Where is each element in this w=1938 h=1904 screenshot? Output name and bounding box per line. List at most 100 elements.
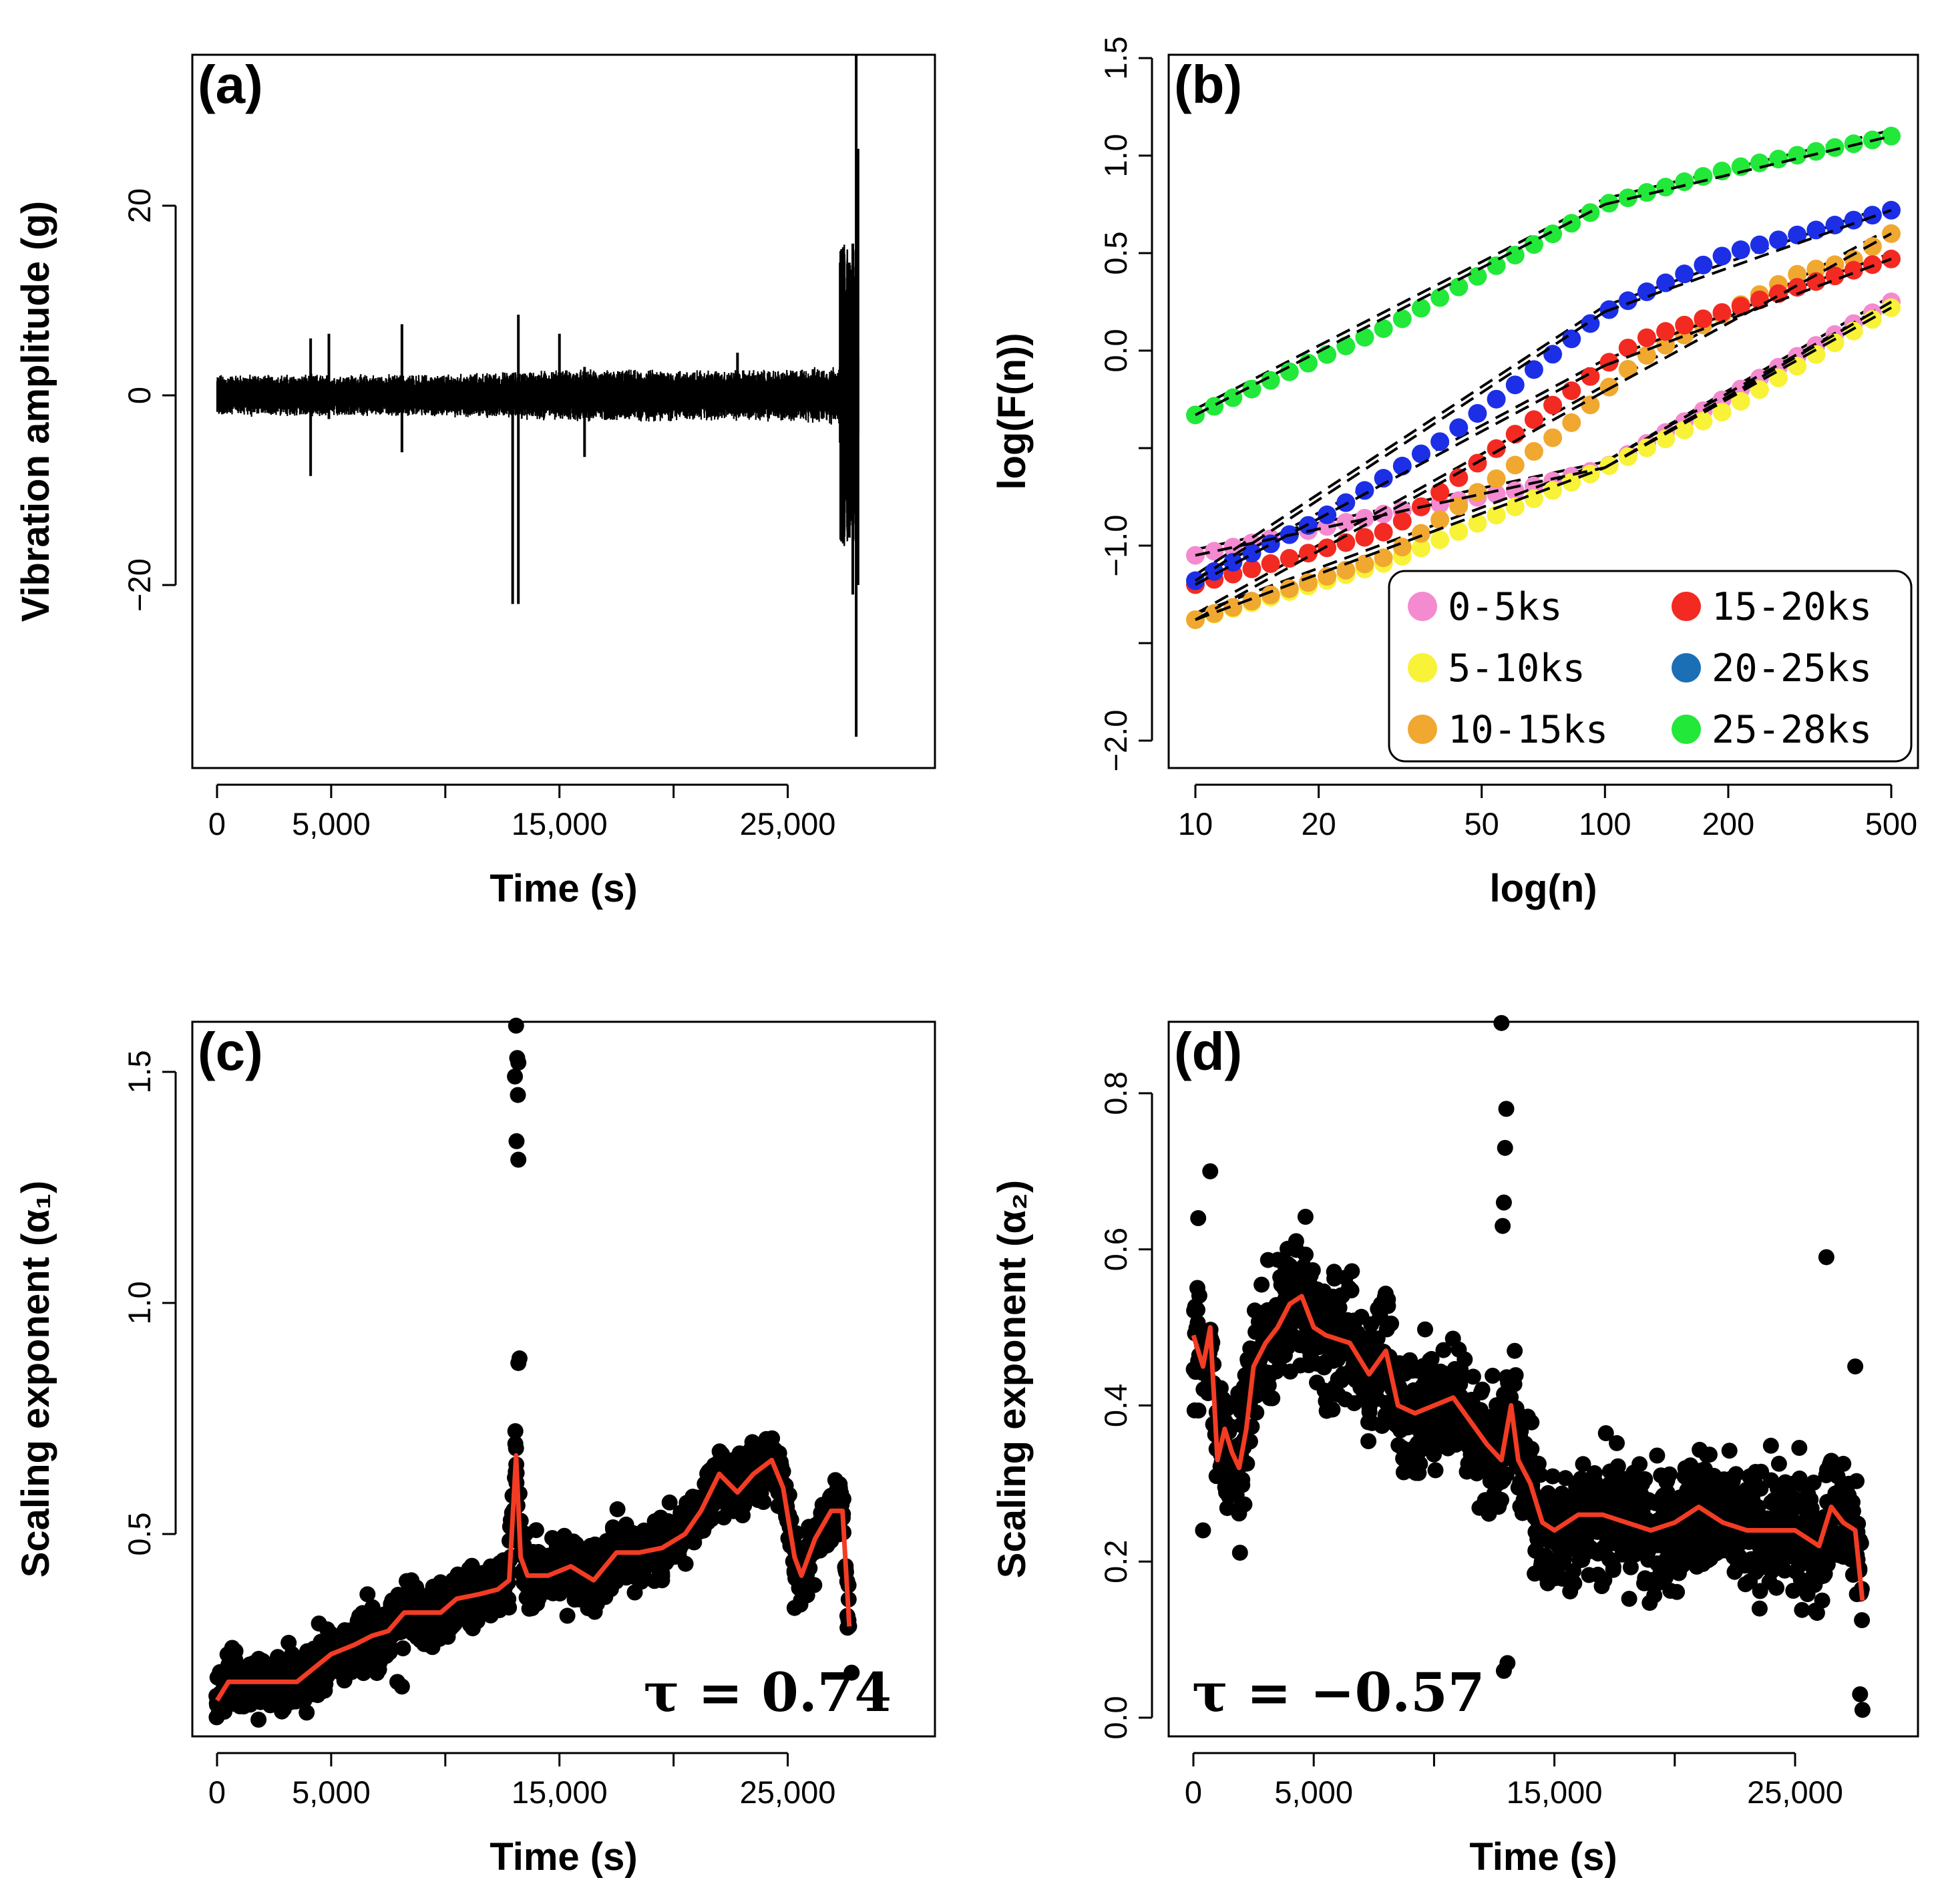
point-25-28ks [1205, 397, 1224, 416]
data-point [1791, 1440, 1808, 1456]
point-20-25ks [1618, 291, 1637, 311]
plot-frame [1167, 53, 1919, 769]
outlier-point [1818, 1249, 1834, 1266]
data-point [1835, 1455, 1852, 1472]
data-point [1762, 1437, 1779, 1454]
data-point [317, 1682, 333, 1699]
point-15-20ks [1242, 559, 1262, 578]
panel-a: 0 5,000 15,000 25,000 −20 0 20 Time (s) Vibratio… [14, 53, 936, 910]
point-10-15ks [1336, 560, 1356, 580]
point-10-15ks [1505, 455, 1525, 475]
point-15-20ks [1656, 322, 1676, 341]
point-5-10ks [1675, 420, 1694, 439]
point-10-15ks [1298, 573, 1318, 592]
point-25-28ks [1336, 336, 1356, 355]
point-20-25ks [1750, 235, 1769, 254]
y-tick-label: 0.5 [122, 1512, 157, 1555]
y-tick-label: 0.0 [1098, 1696, 1133, 1739]
data-point [1191, 1288, 1207, 1304]
data-point [1523, 1414, 1540, 1431]
point-15-20ks [1261, 554, 1280, 573]
outlier-point [1493, 1014, 1510, 1031]
point-20-25ks [1806, 220, 1826, 240]
y-tick-label: 0.6 [1098, 1227, 1133, 1271]
data-point [1721, 1443, 1738, 1459]
outlier-point [1497, 1139, 1513, 1156]
point-15-20ks [1694, 309, 1713, 329]
point-20-25ks [1863, 206, 1882, 225]
data-point [1493, 1491, 1509, 1508]
point-0-5ks [1487, 484, 1506, 504]
data-point [661, 1494, 678, 1511]
fit-line-overlay [1604, 307, 1892, 469]
point-10-15ks [1411, 524, 1430, 543]
x-tick-label: 5,000 [292, 1774, 371, 1810]
data-point [1304, 1262, 1321, 1278]
y-axis-label: Scaling exponent (α₂) [990, 1180, 1034, 1578]
data-point [1344, 1263, 1360, 1280]
x-tick-label: 5,000 [1274, 1774, 1353, 1810]
legend-label: 10-15ks [1448, 708, 1608, 752]
point-15-20ks [1637, 328, 1656, 347]
point-5-10ks [1524, 489, 1543, 508]
point-15-20ks [1318, 538, 1337, 558]
point-20-25ks [1242, 544, 1262, 563]
legend-swatch [1408, 592, 1437, 621]
point-5-10ks [1731, 391, 1750, 411]
legend-label: 15-20ks [1712, 585, 1872, 629]
fit-line-overlay [1604, 232, 1892, 393]
point-10-15ks [1392, 538, 1412, 557]
plot-frame [1167, 1020, 1919, 1738]
point-10-15ks [1581, 395, 1600, 415]
outlier-point [1852, 1686, 1869, 1702]
point-25-28ks [1505, 245, 1525, 264]
outlier-point [1847, 1358, 1864, 1375]
point-15-20ks [1392, 512, 1412, 531]
x-tick-label: 200 [1702, 806, 1754, 841]
point-10-15ks [1524, 441, 1543, 461]
data-point [500, 1591, 517, 1607]
fit-line-overlay [1195, 389, 1606, 621]
y-axis-label: log(F(n)) [990, 333, 1034, 490]
point-25-28ks [1374, 319, 1393, 339]
data-point [1423, 1350, 1440, 1367]
outlier-point [209, 1697, 225, 1714]
data-point [227, 1643, 244, 1660]
data-point [703, 1511, 720, 1527]
panel-label: (b) [1174, 55, 1242, 114]
outlier-point [508, 1133, 525, 1149]
point-5-10ks [1712, 403, 1732, 422]
data-point [1523, 1441, 1540, 1457]
data-point [1794, 1601, 1810, 1618]
data-point [1473, 1402, 1489, 1418]
x-axis-label: log(n) [1489, 867, 1597, 910]
data-point [1621, 1591, 1637, 1607]
data-point [1785, 1583, 1802, 1599]
data-point [1297, 1209, 1314, 1225]
data-point [1427, 1462, 1444, 1479]
point-20-25ks [1694, 255, 1713, 274]
panel-c: 0 5,000 15,000 25,000 0.5 1.0 1.5 Time (s) Scali… [14, 1017, 936, 1879]
point-10-15ks [1355, 554, 1374, 574]
point-25-28ks [1750, 153, 1769, 172]
fit-line-5-10ks [1195, 460, 1606, 616]
data-point [1473, 1384, 1489, 1400]
point-15-20ks [1487, 439, 1506, 458]
x-tick-label: 50 [1465, 806, 1499, 841]
point-25-28ks [1524, 235, 1543, 254]
y-tick-label: 0.8 [1098, 1071, 1133, 1115]
point-15-20ks [1280, 549, 1299, 568]
y-tick-label: 20 [122, 188, 157, 223]
data-point [1669, 1583, 1686, 1600]
data-point [1631, 1456, 1648, 1473]
point-5-10ks [1449, 522, 1469, 541]
point-20-25ks [1449, 418, 1469, 437]
data-point [299, 1704, 315, 1721]
y-tick-label: 0.5 [1098, 231, 1133, 274]
fit-line-overlay [1195, 466, 1606, 621]
point-25-28ks [1280, 362, 1299, 381]
fit-line-overlay [1195, 466, 1605, 557]
legend-swatch [1672, 653, 1701, 683]
x-axis-label: Time (s) [1469, 1835, 1617, 1879]
data-point [1557, 1470, 1574, 1487]
